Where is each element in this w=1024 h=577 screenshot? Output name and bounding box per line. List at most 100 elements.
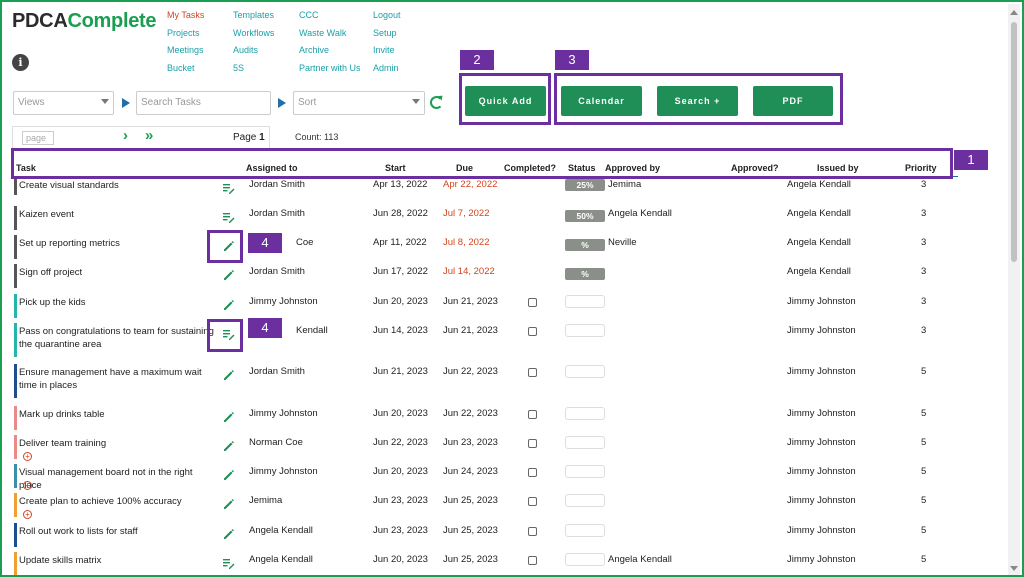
task-name[interactable]: Pick up the kids bbox=[19, 297, 86, 308]
col-completed[interactable]: Completed? bbox=[504, 163, 557, 173]
status-input[interactable] bbox=[565, 365, 605, 378]
edit-pencil-icon[interactable] bbox=[222, 298, 236, 312]
status-badge[interactable]: % bbox=[565, 239, 605, 251]
task-name[interactable]: Kaizen event bbox=[19, 209, 74, 220]
table-row[interactable]: Set up reporting metrics Coe Apr 11, 2022 J… bbox=[12, 235, 958, 264]
col-approved-by[interactable]: Approved by bbox=[605, 163, 661, 173]
table-row[interactable]: Visual management board not in the right… bbox=[12, 464, 958, 493]
scroll-up-icon[interactable] bbox=[1010, 10, 1018, 15]
col-due[interactable]: Due bbox=[456, 163, 474, 173]
calendar-button[interactable]: Calendar bbox=[561, 86, 642, 116]
col-start[interactable]: Start bbox=[385, 163, 406, 173]
nav-ccc[interactable]: CCC bbox=[299, 10, 319, 20]
task-name[interactable]: Visual management board not in the right… bbox=[19, 467, 193, 491]
completed-checkbox[interactable] bbox=[528, 497, 537, 506]
status-input[interactable] bbox=[565, 494, 605, 507]
task-name[interactable]: Roll out work to lists for staff bbox=[19, 526, 138, 537]
edit-pencil-icon[interactable] bbox=[222, 497, 236, 511]
status-badge[interactable]: % bbox=[565, 268, 605, 280]
last-page-icon[interactable]: » bbox=[145, 127, 154, 144]
page-scrollbar[interactable] bbox=[1008, 4, 1020, 575]
task-name[interactable]: Sign off project bbox=[19, 267, 83, 278]
completed-checkbox[interactable] bbox=[528, 327, 537, 336]
task-name[interactable]: Set up reporting metrics bbox=[19, 238, 120, 249]
nav-templates[interactable]: Templates bbox=[233, 10, 275, 20]
nav-workflows[interactable]: Workflows bbox=[233, 28, 275, 38]
completed-checkbox[interactable] bbox=[528, 527, 537, 536]
table-row[interactable]: Deliver team training + Norman Coe Jun 22, … bbox=[12, 435, 958, 464]
table-row[interactable]: Pick up the kids Jimmy Johnston Jun 20, 20… bbox=[12, 294, 958, 323]
col-task[interactable]: Task bbox=[16, 163, 36, 173]
edit-list-icon[interactable] bbox=[222, 181, 236, 195]
edit-list-icon[interactable] bbox=[222, 327, 236, 341]
completed-checkbox[interactable] bbox=[528, 368, 537, 377]
next-page-icon[interactable]: › bbox=[123, 127, 128, 144]
completed-checkbox[interactable] bbox=[528, 298, 537, 307]
add-subtask-icon[interactable]: + bbox=[23, 481, 32, 490]
completed-checkbox[interactable] bbox=[528, 439, 537, 448]
nav-audits[interactable]: Audits bbox=[233, 45, 259, 55]
col-priority[interactable]: Priority bbox=[905, 163, 937, 173]
edit-pencil-icon[interactable] bbox=[222, 468, 236, 482]
views-select[interactable]: Views bbox=[13, 91, 114, 115]
edit-pencil-icon[interactable] bbox=[222, 439, 236, 453]
scroll-thumb[interactable] bbox=[1011, 22, 1017, 262]
add-subtask-icon[interactable]: + bbox=[23, 452, 32, 461]
nav-partner[interactable]: Partner with Us bbox=[299, 63, 361, 73]
table-row[interactable]: Create visual standards Jordan Smith Apr 1… bbox=[12, 177, 958, 200]
edit-list-icon[interactable] bbox=[222, 210, 236, 224]
status-badge[interactable]: 25% bbox=[565, 179, 605, 191]
col-approved[interactable]: Approved? bbox=[731, 163, 779, 173]
nav-waste-walk[interactable]: Waste Walk bbox=[299, 28, 347, 38]
sort-select[interactable]: Sort bbox=[293, 91, 425, 115]
search-tasks-input[interactable]: Search Tasks bbox=[136, 91, 271, 115]
search-plus-button[interactable]: Search + bbox=[657, 86, 738, 116]
nav-projects[interactable]: Projects bbox=[167, 28, 200, 38]
app-logo[interactable]: PDCAComplete bbox=[12, 10, 157, 32]
table-row[interactable]: Sign off project Jordan Smith Jun 17, 2022… bbox=[12, 264, 958, 293]
edit-pencil-icon[interactable] bbox=[222, 527, 236, 541]
status-badge[interactable]: 50% bbox=[565, 210, 605, 222]
table-row[interactable]: Update skills matrix Angela Kendall Jun 20… bbox=[12, 552, 958, 575]
table-row[interactable]: Ensure management have a maximum wait ti… bbox=[12, 364, 958, 403]
status-input[interactable] bbox=[565, 436, 605, 449]
col-issued-by[interactable]: Issued by bbox=[817, 163, 859, 173]
edit-pencil-icon[interactable] bbox=[222, 410, 236, 424]
status-input[interactable] bbox=[565, 407, 605, 420]
nav-setup[interactable]: Setup bbox=[373, 28, 397, 38]
status-input[interactable] bbox=[565, 324, 605, 337]
edit-pencil-icon[interactable] bbox=[222, 368, 236, 382]
table-row[interactable]: Mark up drinks table Jimmy Johnston Jun 20… bbox=[12, 406, 958, 435]
task-name[interactable]: Mark up drinks table bbox=[19, 409, 105, 420]
quick-add-button[interactable]: Quick Add bbox=[465, 86, 546, 116]
table-row[interactable]: Roll out work to lists for staff Angela K… bbox=[12, 523, 958, 552]
scroll-down-icon[interactable] bbox=[1010, 566, 1018, 571]
task-name[interactable]: Create visual standards bbox=[19, 180, 119, 191]
nav-my-tasks[interactable]: My Tasks bbox=[167, 10, 205, 20]
nav-logout[interactable]: Logout bbox=[373, 10, 401, 20]
task-name[interactable]: Update skills matrix bbox=[19, 555, 102, 566]
task-name[interactable]: Pass on congratulations to team for sust… bbox=[19, 326, 214, 350]
nav-admin[interactable]: Admin bbox=[373, 63, 399, 73]
table-row[interactable]: Create plan to achieve 100% accuracy + Jem… bbox=[12, 493, 958, 522]
nav-bucket[interactable]: Bucket bbox=[167, 63, 195, 73]
status-input[interactable] bbox=[565, 524, 605, 537]
add-subtask-icon[interactable]: + bbox=[23, 510, 32, 519]
col-status[interactable]: Status bbox=[568, 163, 596, 173]
task-name[interactable]: Deliver team training bbox=[19, 438, 107, 449]
apply-search-icon[interactable] bbox=[278, 98, 286, 108]
status-input[interactable] bbox=[565, 465, 605, 478]
completed-checkbox[interactable] bbox=[528, 468, 537, 477]
status-input[interactable] bbox=[565, 295, 605, 308]
edit-pencil-icon[interactable] bbox=[222, 239, 236, 253]
page-number-input[interactable]: page bbox=[22, 131, 54, 145]
status-input[interactable] bbox=[565, 553, 605, 566]
edit-list-icon[interactable] bbox=[222, 556, 236, 570]
refresh-icon[interactable] bbox=[430, 96, 443, 109]
table-row[interactable]: Kaizen event Jordan Smith Jun 28, 2022 Jul … bbox=[12, 206, 958, 235]
task-name[interactable]: Ensure management have a maximum wait ti… bbox=[19, 367, 202, 391]
info-icon[interactable]: i bbox=[12, 54, 29, 71]
task-name[interactable]: Create plan to achieve 100% accuracy bbox=[19, 496, 182, 507]
pdf-button[interactable]: PDF bbox=[753, 86, 833, 116]
completed-checkbox[interactable] bbox=[528, 556, 537, 565]
